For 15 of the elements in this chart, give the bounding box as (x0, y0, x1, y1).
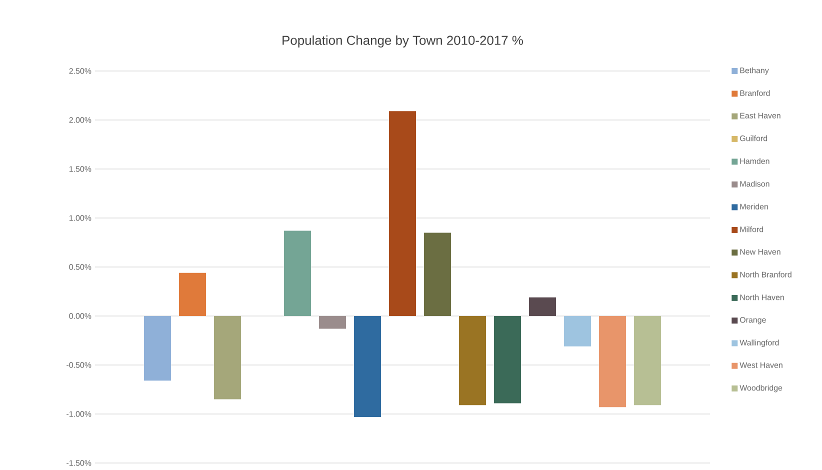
bar (389, 111, 416, 316)
bar (144, 316, 172, 381)
bar (354, 316, 382, 417)
bar (634, 316, 662, 406)
bar (494, 316, 522, 404)
bar (529, 297, 556, 316)
bar (424, 232, 452, 316)
bar (319, 316, 346, 329)
bar (284, 230, 312, 316)
bar (179, 272, 206, 316)
chart-title: Population Change by Town 2010-2017 % (282, 35, 523, 48)
bar (459, 316, 486, 406)
bar (564, 316, 592, 346)
bar (214, 316, 242, 400)
bar (599, 316, 626, 408)
